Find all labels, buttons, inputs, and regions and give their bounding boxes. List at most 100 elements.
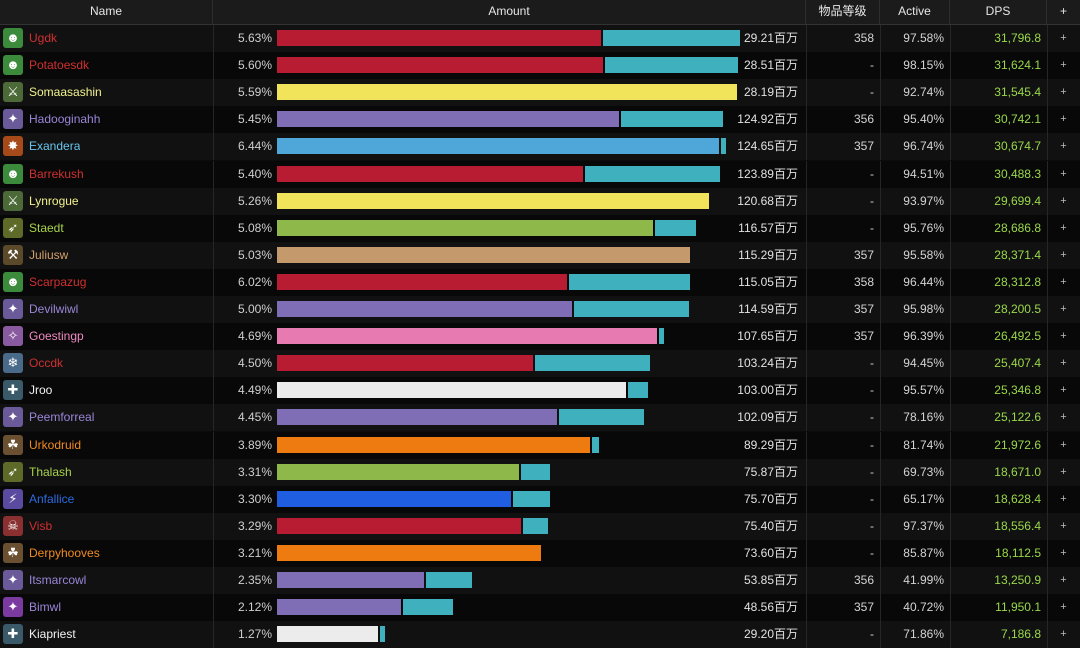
header-active[interactable]: Active [880,0,950,24]
row-expand-icon[interactable]: + [1060,194,1067,207]
row-expand-icon[interactable]: + [1060,519,1067,532]
row-expand-icon[interactable]: + [1060,303,1067,315]
row-expand-icon[interactable]: + [1060,411,1067,424]
row-expand-icon[interactable]: + [1060,140,1067,153]
amount-bar [277,165,583,182]
header-name[interactable]: Name [0,0,213,24]
orc-dk-icon: ☻ [3,55,23,76]
percent-share: 5.59% [237,85,272,100]
player-name: Urkodruid [29,437,82,452]
row-expand-icon[interactable]: + [1060,59,1067,72]
player-name: Visb [29,518,53,533]
table-row[interactable]: ➶ Thalash 3.31% 75.87百万 - 69.73% 18,671.0 + [0,458,1080,486]
column-divider [806,187,807,215]
row-expand-icon[interactable]: + [1060,167,1067,180]
table-row[interactable]: ⚒ Juliusw 5.03% 115.29百万 357 95.58% 28,371.4 + [0,241,1080,269]
column-divider [806,79,807,107]
table-row[interactable]: ☻ Ugdk 5.63% 29.21百万 358 97.58% 31,796.8 + [0,25,1080,52]
table-row[interactable]: ☠ Visb 3.29% 75.40百万 - 97.37% 18,556.4 + [0,512,1080,540]
sort-toggle[interactable]: + [1059,4,1067,18]
table-row[interactable]: ✧ Goestingp 4.69% 107.65百万 357 96.39% 26,492.5… [0,323,1080,351]
table-row[interactable]: ⚔ Somaasashin 5.59% 28.19百万 - 92.74% 31,545.4 + [0,79,1080,107]
column-divider [950,25,951,52]
row-expand-icon[interactable]: + [1060,221,1067,234]
active-percent: 95.57% [903,383,944,398]
table-row[interactable]: ☻ Scarpazug 6.02% 115.05百万 358 96.44% 28,312.8… [0,268,1080,296]
column-divider [1047,323,1048,351]
player-name: Scarpazug [29,274,87,289]
row-expand-icon[interactable]: + [1060,546,1067,559]
player-name: Goestingp [29,329,84,344]
percent-share: 6.44% [237,139,272,154]
column-divider [1047,350,1048,378]
row-expand-icon[interactable]: + [1060,330,1067,343]
table-row[interactable]: ❄ Occdk 4.50% 103.24百万 - 94.45% 25,407.4 + [0,350,1080,378]
item-level: - [870,85,874,100]
row-expand-icon[interactable]: + [1060,275,1067,288]
amount-bar [277,436,590,453]
header-ilvl[interactable]: 物品等级 [806,0,880,24]
row-expand-icon[interactable]: + [1060,492,1067,505]
column-divider [213,377,214,405]
header-dps[interactable]: DPS [950,0,1047,24]
table-row[interactable]: ➶ Staedt 5.08% 116.57百万 - 95.76% 28,686.8 + [0,214,1080,242]
column-divider [213,431,214,459]
active-percent: 85.87% [903,545,944,560]
column-divider [880,621,881,648]
row-expand-icon[interactable]: + [1060,113,1067,126]
amount-bar [277,301,572,317]
active-percent: 96.74% [903,139,944,154]
row-expand-icon[interactable]: + [1060,357,1067,370]
active-percent: 96.39% [903,329,944,344]
active-percent: 95.40% [903,112,944,127]
column-divider [880,25,881,52]
player-name: Peemforreal [29,410,95,425]
column-divider [1047,485,1048,513]
row-expand-icon[interactable]: + [1060,32,1067,44]
column-divider [950,539,951,567]
amount-bar-extra [513,490,550,507]
column-divider [213,241,214,269]
table-row[interactable]: ✦ Itsmarcowl 2.35% 53.85百万 356 41.99% 13,250.9… [0,567,1080,594]
amount-bar [277,328,657,345]
row-expand-icon[interactable]: + [1060,628,1067,641]
column-divider [806,350,807,378]
table-row[interactable]: ⚡ Anfallice 3.30% 75.70百万 - 65.17% 18,628.4 + [0,485,1080,513]
row-expand-icon[interactable]: + [1060,86,1067,99]
row-expand-icon[interactable]: + [1060,465,1067,478]
row-expand-icon[interactable]: + [1060,438,1067,451]
table-row[interactable]: ✸ Exandera 6.44% 124.65百万 357 96.74% 30,674.7 + [0,133,1080,161]
percent-share: 5.03% [237,247,272,262]
amount-value: 75.40百万 [743,518,798,533]
table-row[interactable]: ☻ Potatoesdk 5.60% 28.51百万 - 98.15% 31,624.1 + [0,52,1080,80]
table-row[interactable]: ✦ Peemforreal 4.45% 102.09百万 - 78.16% 25,122.6… [0,404,1080,432]
active-percent: 81.74% [903,437,944,452]
table-row[interactable]: ⚔ Lynrogue 5.26% 120.68百万 - 93.97% 29,699.4 + [0,187,1080,215]
table-row[interactable]: ✦ Bimwl 2.12% 48.56百万 357 40.72% 11,950.1 + [0,594,1080,622]
row-expand-icon[interactable]: + [1060,574,1067,586]
column-divider [950,512,951,540]
table-row[interactable]: ☻ Barrekush 5.40% 123.89百万 - 94.51% 30,488.3 + [0,160,1080,188]
percent-share: 5.45% [237,112,272,127]
percent-share: 5.63% [237,31,272,45]
row-expand-icon[interactable]: + [1060,601,1067,614]
row-expand-icon[interactable]: + [1060,248,1067,261]
active-percent: 40.72% [903,600,944,615]
table-row[interactable]: ✚ Kiapriest 1.27% 29.20百万 - 71.86% 7,186.8 + [0,621,1080,648]
table-row[interactable]: ☘ Urkodruid 3.89% 89.29百万 - 81.74% 21,972.6 + [0,431,1080,459]
column-divider [806,106,807,134]
amount-bar-extra [605,57,738,74]
table-row[interactable]: ☘ Derpyhooves 3.21% 73.60百万 - 85.87% 18,112.5 + [0,539,1080,567]
percent-share: 2.35% [237,573,272,587]
table-row[interactable]: ✦ Devilwiwl 5.00% 114.59百万 357 95.98% 28,200.5… [0,296,1080,323]
header-amount[interactable]: Amount [213,0,806,24]
table-row[interactable]: ✚ Jroo 4.49% 103.00百万 - 95.57% 25,346.8 + [0,377,1080,405]
player-name: Staedt [29,220,64,235]
amount-value: 103.24百万 [737,356,798,371]
column-divider [880,160,881,188]
percent-share: 3.30% [237,491,272,506]
percent-share: 4.50% [237,356,272,371]
table-row[interactable]: ✦ Hadooginahh 5.45% 124.92百万 356 95.40% 30,742… [0,106,1080,134]
row-expand-icon[interactable]: + [1060,384,1067,397]
amount-value: 102.09百万 [737,410,798,425]
